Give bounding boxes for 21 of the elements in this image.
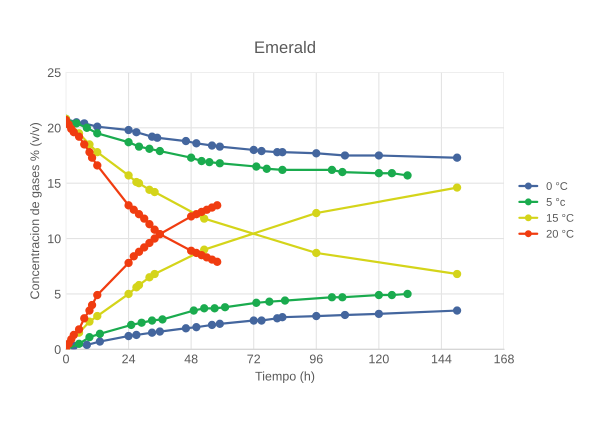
x-tick-label: 48 xyxy=(184,354,198,364)
x-tick-label: 0 xyxy=(63,354,69,364)
x-axis-title: Tiempo (h) xyxy=(255,371,314,384)
y-tick-label: 15 xyxy=(48,179,61,188)
x-tick-label: 72 xyxy=(247,354,260,364)
legend-label: 15 °C xyxy=(546,214,574,222)
y-tick-label: 25 xyxy=(48,68,61,78)
legend-label: 20 °C xyxy=(546,230,574,238)
x-tick-label: 24 xyxy=(122,354,136,364)
x-tick-label: 120 xyxy=(369,354,389,364)
chart-title: Emerald xyxy=(255,40,315,54)
legend-label: 0 °C xyxy=(546,182,568,190)
y-tick-label: 0 xyxy=(54,345,61,354)
x-tick-label: 144 xyxy=(432,354,452,364)
y-tick-label: 20 xyxy=(48,124,61,132)
y-axis-title: Concentracion de gases % (v/v) xyxy=(30,123,42,299)
y-tick-label: 5 xyxy=(54,290,61,299)
legend-label: 5 °c xyxy=(546,198,566,206)
y-tick-label: 10 xyxy=(48,234,61,244)
x-tick-label: 96 xyxy=(310,354,323,364)
x-tick-label: 168 xyxy=(494,354,514,364)
